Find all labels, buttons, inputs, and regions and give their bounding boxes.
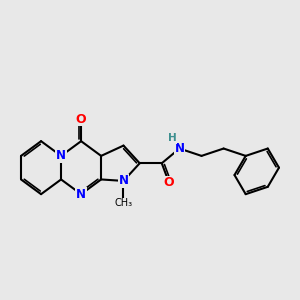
Text: N: N <box>56 149 66 162</box>
Text: CH₃: CH₃ <box>114 198 133 208</box>
Text: N: N <box>174 142 184 155</box>
Text: O: O <box>164 176 175 190</box>
Text: N: N <box>76 188 86 201</box>
Text: O: O <box>76 112 86 126</box>
Text: H: H <box>168 133 176 143</box>
Text: N: N <box>118 174 128 188</box>
